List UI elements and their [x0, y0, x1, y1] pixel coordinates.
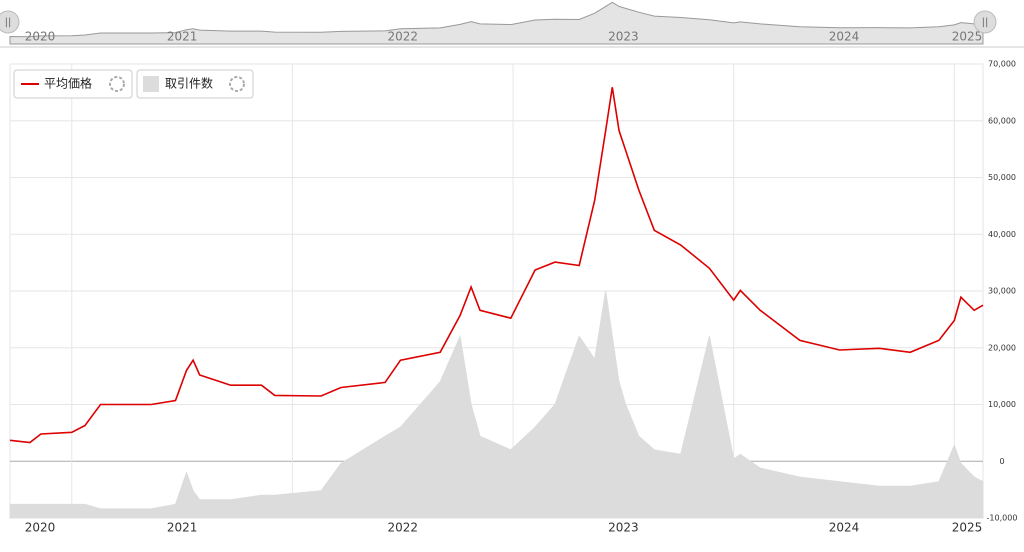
- navigator-label: 2020: [25, 30, 56, 44]
- navigator-label: 2021: [167, 30, 198, 44]
- navigator-label: 2025: [952, 30, 983, 44]
- y-tick-label: 60,000: [988, 116, 1016, 125]
- legend-swatch: [143, 76, 159, 92]
- y-tick-label: 10,000: [988, 400, 1016, 409]
- y-tick-label: 70,000: [988, 60, 1016, 69]
- y-tick-label: 0: [999, 457, 1004, 466]
- y-tick-label: -10,000: [987, 514, 1018, 523]
- y-tick-label: 30,000: [988, 287, 1016, 296]
- settings-icon[interactable]: [229, 76, 245, 92]
- x-tick-label: 2020: [25, 521, 56, 535]
- navigator-series: [9, 1, 984, 45]
- navigator-label: 2023: [608, 30, 639, 44]
- navigator-handle[interactable]: [0, 10, 20, 34]
- legend-item[interactable]: [13, 69, 133, 99]
- volume-area: [9, 290, 984, 519]
- x-tick-label: 2021: [167, 521, 198, 535]
- settings-icon[interactable]: [109, 76, 125, 92]
- navigator-label: 2022: [387, 30, 418, 44]
- y-tick-label: 50,000: [988, 173, 1016, 182]
- y-tick-label: 20,000: [988, 343, 1016, 352]
- price-line: [9, 87, 984, 444]
- x-tick-label: 2025: [952, 521, 983, 535]
- legend-label: 平均価格: [44, 76, 92, 91]
- handle-grip: ||: [982, 17, 989, 28]
- handle-grip: ||: [5, 17, 12, 28]
- legend: 平均価格 取引件数: [13, 69, 254, 99]
- legend-item[interactable]: [136, 69, 254, 99]
- navigator-label: 2024: [829, 30, 860, 44]
- y-tick-label: 40,000: [988, 230, 1016, 239]
- legend-label: 取引件数: [165, 76, 213, 91]
- x-tick-label: 2022: [387, 521, 418, 535]
- navigator-handle[interactable]: [973, 10, 997, 34]
- x-tick-label: 2024: [829, 521, 860, 535]
- x-tick-label: 2023: [608, 521, 639, 535]
